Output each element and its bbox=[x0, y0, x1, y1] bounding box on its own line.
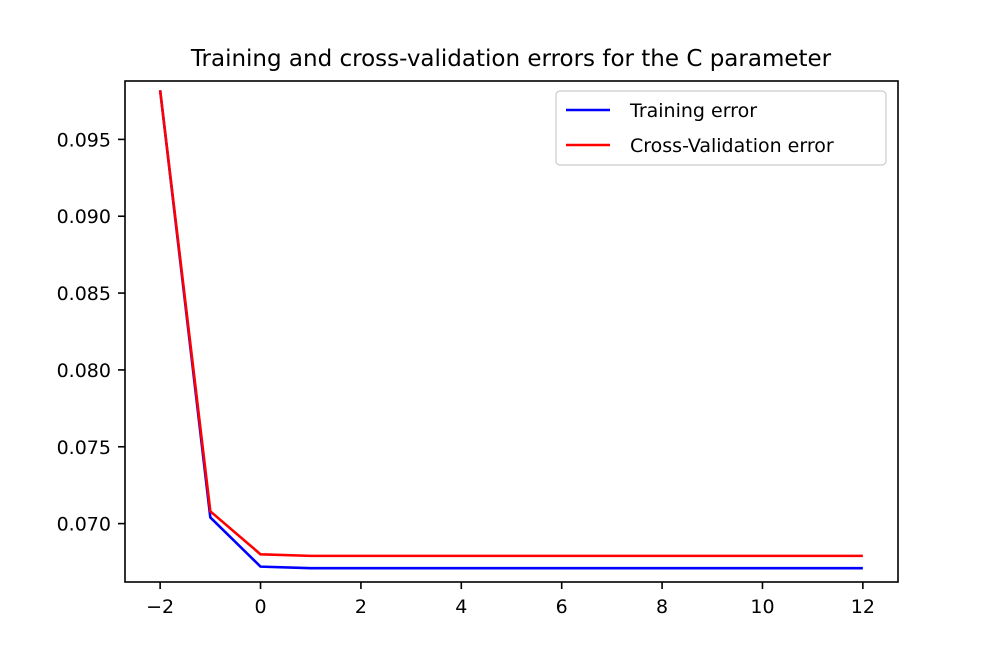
x-tick-label: 2 bbox=[355, 596, 367, 618]
y-tick-label: 0.085 bbox=[57, 283, 111, 305]
x-tick-label: 12 bbox=[851, 596, 875, 618]
y-tick-label: 0.080 bbox=[57, 360, 111, 382]
legend-label-training-error: Training error bbox=[629, 100, 757, 122]
plot-area bbox=[124, 80, 899, 583]
y-tick-label: 0.095 bbox=[57, 129, 111, 151]
series-layer bbox=[158, 90, 863, 570]
x-tick-label: −2 bbox=[146, 596, 174, 618]
x-axis: −2 0 2 4 6 8 10 12 bbox=[146, 582, 875, 618]
x-tick-label: 8 bbox=[656, 596, 668, 618]
legend-label-cross-validation-error: Cross-Validation error bbox=[630, 135, 834, 157]
x-tick-label: 6 bbox=[556, 596, 568, 618]
legend-box bbox=[555, 90, 887, 166]
chart-title: Training and cross-validation errors for… bbox=[190, 46, 832, 72]
series-line-training-error bbox=[158, 90, 863, 570]
y-tick-label: 0.070 bbox=[57, 514, 111, 536]
x-tick-label: 4 bbox=[455, 596, 467, 618]
x-tick-label: 10 bbox=[750, 596, 774, 618]
axes-frame bbox=[124, 80, 899, 583]
y-tick-label: 0.090 bbox=[57, 206, 111, 228]
legend: Training error Cross-Validation error bbox=[555, 90, 887, 166]
y-tick-label: 0.075 bbox=[57, 437, 111, 459]
series-line-cross-validation-error bbox=[158, 90, 863, 558]
y-axis: 0.070 0.075 0.080 0.085 0.090 0.095 bbox=[57, 129, 125, 536]
x-tick-label: 0 bbox=[254, 596, 266, 618]
